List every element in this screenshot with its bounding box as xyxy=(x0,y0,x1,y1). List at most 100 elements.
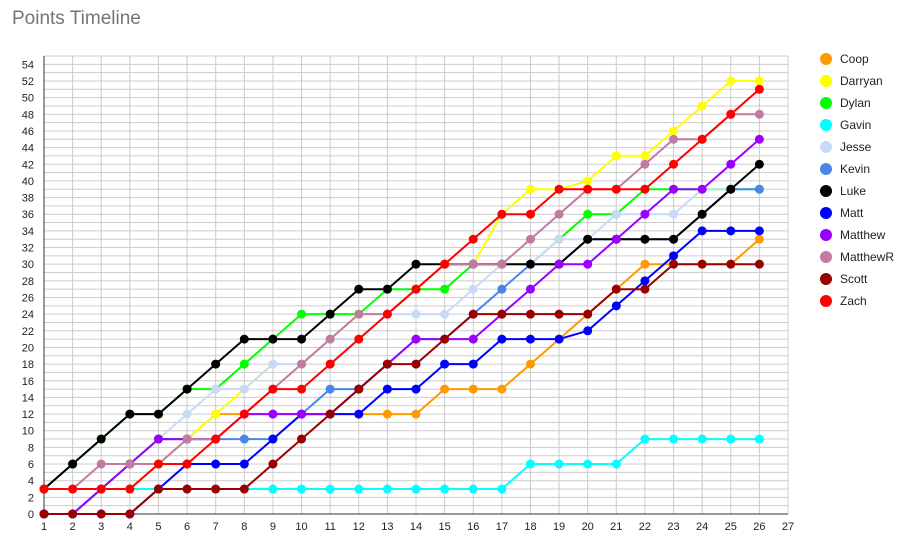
data-point-scott xyxy=(96,509,106,519)
data-point-matthewr xyxy=(525,234,535,244)
y-tick-label: 22 xyxy=(22,326,34,338)
data-point-zach xyxy=(497,209,507,219)
data-point-zach xyxy=(297,384,307,394)
legend-item-darryan[interactable]: Darryan xyxy=(820,70,894,92)
data-point-luke xyxy=(153,409,163,419)
data-point-zach xyxy=(354,334,364,344)
x-tick-label: 26 xyxy=(753,521,765,533)
data-point-luke xyxy=(239,334,249,344)
y-tick-label: 46 xyxy=(22,126,34,138)
data-point-scott xyxy=(268,459,278,469)
legend-label: Scott xyxy=(840,272,868,286)
legend-swatch xyxy=(820,119,832,131)
data-point-dylan xyxy=(297,309,307,319)
data-point-gavin xyxy=(411,484,421,494)
data-point-matthew xyxy=(468,334,478,344)
legend-swatch xyxy=(820,53,832,65)
data-point-coop xyxy=(468,384,478,394)
data-point-gavin xyxy=(726,434,736,444)
data-point-coop xyxy=(411,409,421,419)
data-point-scott xyxy=(468,309,478,319)
data-point-gavin xyxy=(468,484,478,494)
legend-swatch xyxy=(820,185,832,197)
data-point-scott xyxy=(182,484,192,494)
y-tick-label: 24 xyxy=(22,309,34,321)
legend-item-jesse[interactable]: Jesse xyxy=(820,136,894,158)
data-point-gavin xyxy=(297,484,307,494)
legend-swatch xyxy=(820,141,832,153)
data-point-coop xyxy=(525,359,535,369)
legend-item-matthewr[interactable]: MatthewR xyxy=(820,246,894,268)
data-point-gavin xyxy=(754,434,764,444)
data-point-luke xyxy=(354,284,364,294)
data-point-zach xyxy=(726,109,736,119)
legend-item-coop[interactable]: Coop xyxy=(820,48,894,70)
data-point-luke xyxy=(669,234,679,244)
legend-item-kevin[interactable]: Kevin xyxy=(820,158,894,180)
data-point-zach xyxy=(611,184,621,194)
data-point-matthew xyxy=(583,259,593,269)
legend-item-luke[interactable]: Luke xyxy=(820,180,894,202)
data-point-coop xyxy=(440,384,450,394)
data-point-scott xyxy=(211,484,221,494)
x-tick-label: 6 xyxy=(184,521,190,533)
data-point-matthew xyxy=(411,334,421,344)
legend-label: Zach xyxy=(840,294,867,308)
data-point-matthew xyxy=(268,409,278,419)
data-point-scott xyxy=(239,484,249,494)
data-point-matt xyxy=(382,384,392,394)
data-point-dylan xyxy=(440,284,450,294)
x-tick-label: 20 xyxy=(582,521,594,533)
data-point-matthewr xyxy=(325,334,335,344)
y-tick-label: 26 xyxy=(22,292,34,304)
data-point-jesse xyxy=(411,309,421,319)
data-point-luke xyxy=(211,359,221,369)
y-tick-label: 28 xyxy=(22,276,34,288)
y-tick-label: 12 xyxy=(22,409,34,421)
legend-item-scott[interactable]: Scott xyxy=(820,268,894,290)
y-tick-label: 42 xyxy=(22,159,34,171)
data-point-matthewr xyxy=(96,459,106,469)
x-tick-label: 12 xyxy=(353,521,365,533)
x-tick-label: 27 xyxy=(782,521,794,533)
data-point-zach xyxy=(268,384,278,394)
legend-label: Coop xyxy=(840,52,869,66)
data-point-matt xyxy=(669,251,679,261)
y-tick-label: 4 xyxy=(28,476,34,488)
data-point-matt xyxy=(497,334,507,344)
legend-item-gavin[interactable]: Gavin xyxy=(820,114,894,136)
data-point-zach xyxy=(96,484,106,494)
legend-item-zach[interactable]: Zach xyxy=(820,290,894,312)
data-point-matthew xyxy=(726,159,736,169)
legend-item-matt[interactable]: Matt xyxy=(820,202,894,224)
data-point-scott xyxy=(611,284,621,294)
data-point-matt xyxy=(640,276,650,286)
data-point-zach xyxy=(640,184,650,194)
x-tick-label: 4 xyxy=(127,521,133,533)
data-point-scott xyxy=(68,509,78,519)
legend-item-dylan[interactable]: Dylan xyxy=(820,92,894,114)
data-point-scott xyxy=(125,509,135,519)
data-point-zach xyxy=(411,284,421,294)
data-point-scott xyxy=(411,359,421,369)
x-tick-label: 9 xyxy=(270,521,276,533)
data-point-matthew xyxy=(611,234,621,244)
x-tick-label: 3 xyxy=(98,521,104,533)
data-point-luke xyxy=(583,234,593,244)
y-tick-label: 0 xyxy=(28,509,34,521)
data-point-zach xyxy=(325,359,335,369)
y-tick-label: 10 xyxy=(22,426,34,438)
y-axis-tick-labels: 0246810121416182022242628303234363840424… xyxy=(22,59,34,521)
legend-item-matthew[interactable]: Matthew xyxy=(820,224,894,246)
legend-label: Jesse xyxy=(840,140,872,154)
data-point-darryan xyxy=(211,409,221,419)
x-tick-label: 21 xyxy=(610,521,622,533)
data-point-jesse xyxy=(669,209,679,219)
x-tick-label: 15 xyxy=(438,521,450,533)
data-point-jesse xyxy=(468,284,478,294)
x-tick-label: 10 xyxy=(295,521,307,533)
data-point-zach xyxy=(697,134,707,144)
data-point-jesse xyxy=(440,309,450,319)
data-point-scott xyxy=(640,284,650,294)
